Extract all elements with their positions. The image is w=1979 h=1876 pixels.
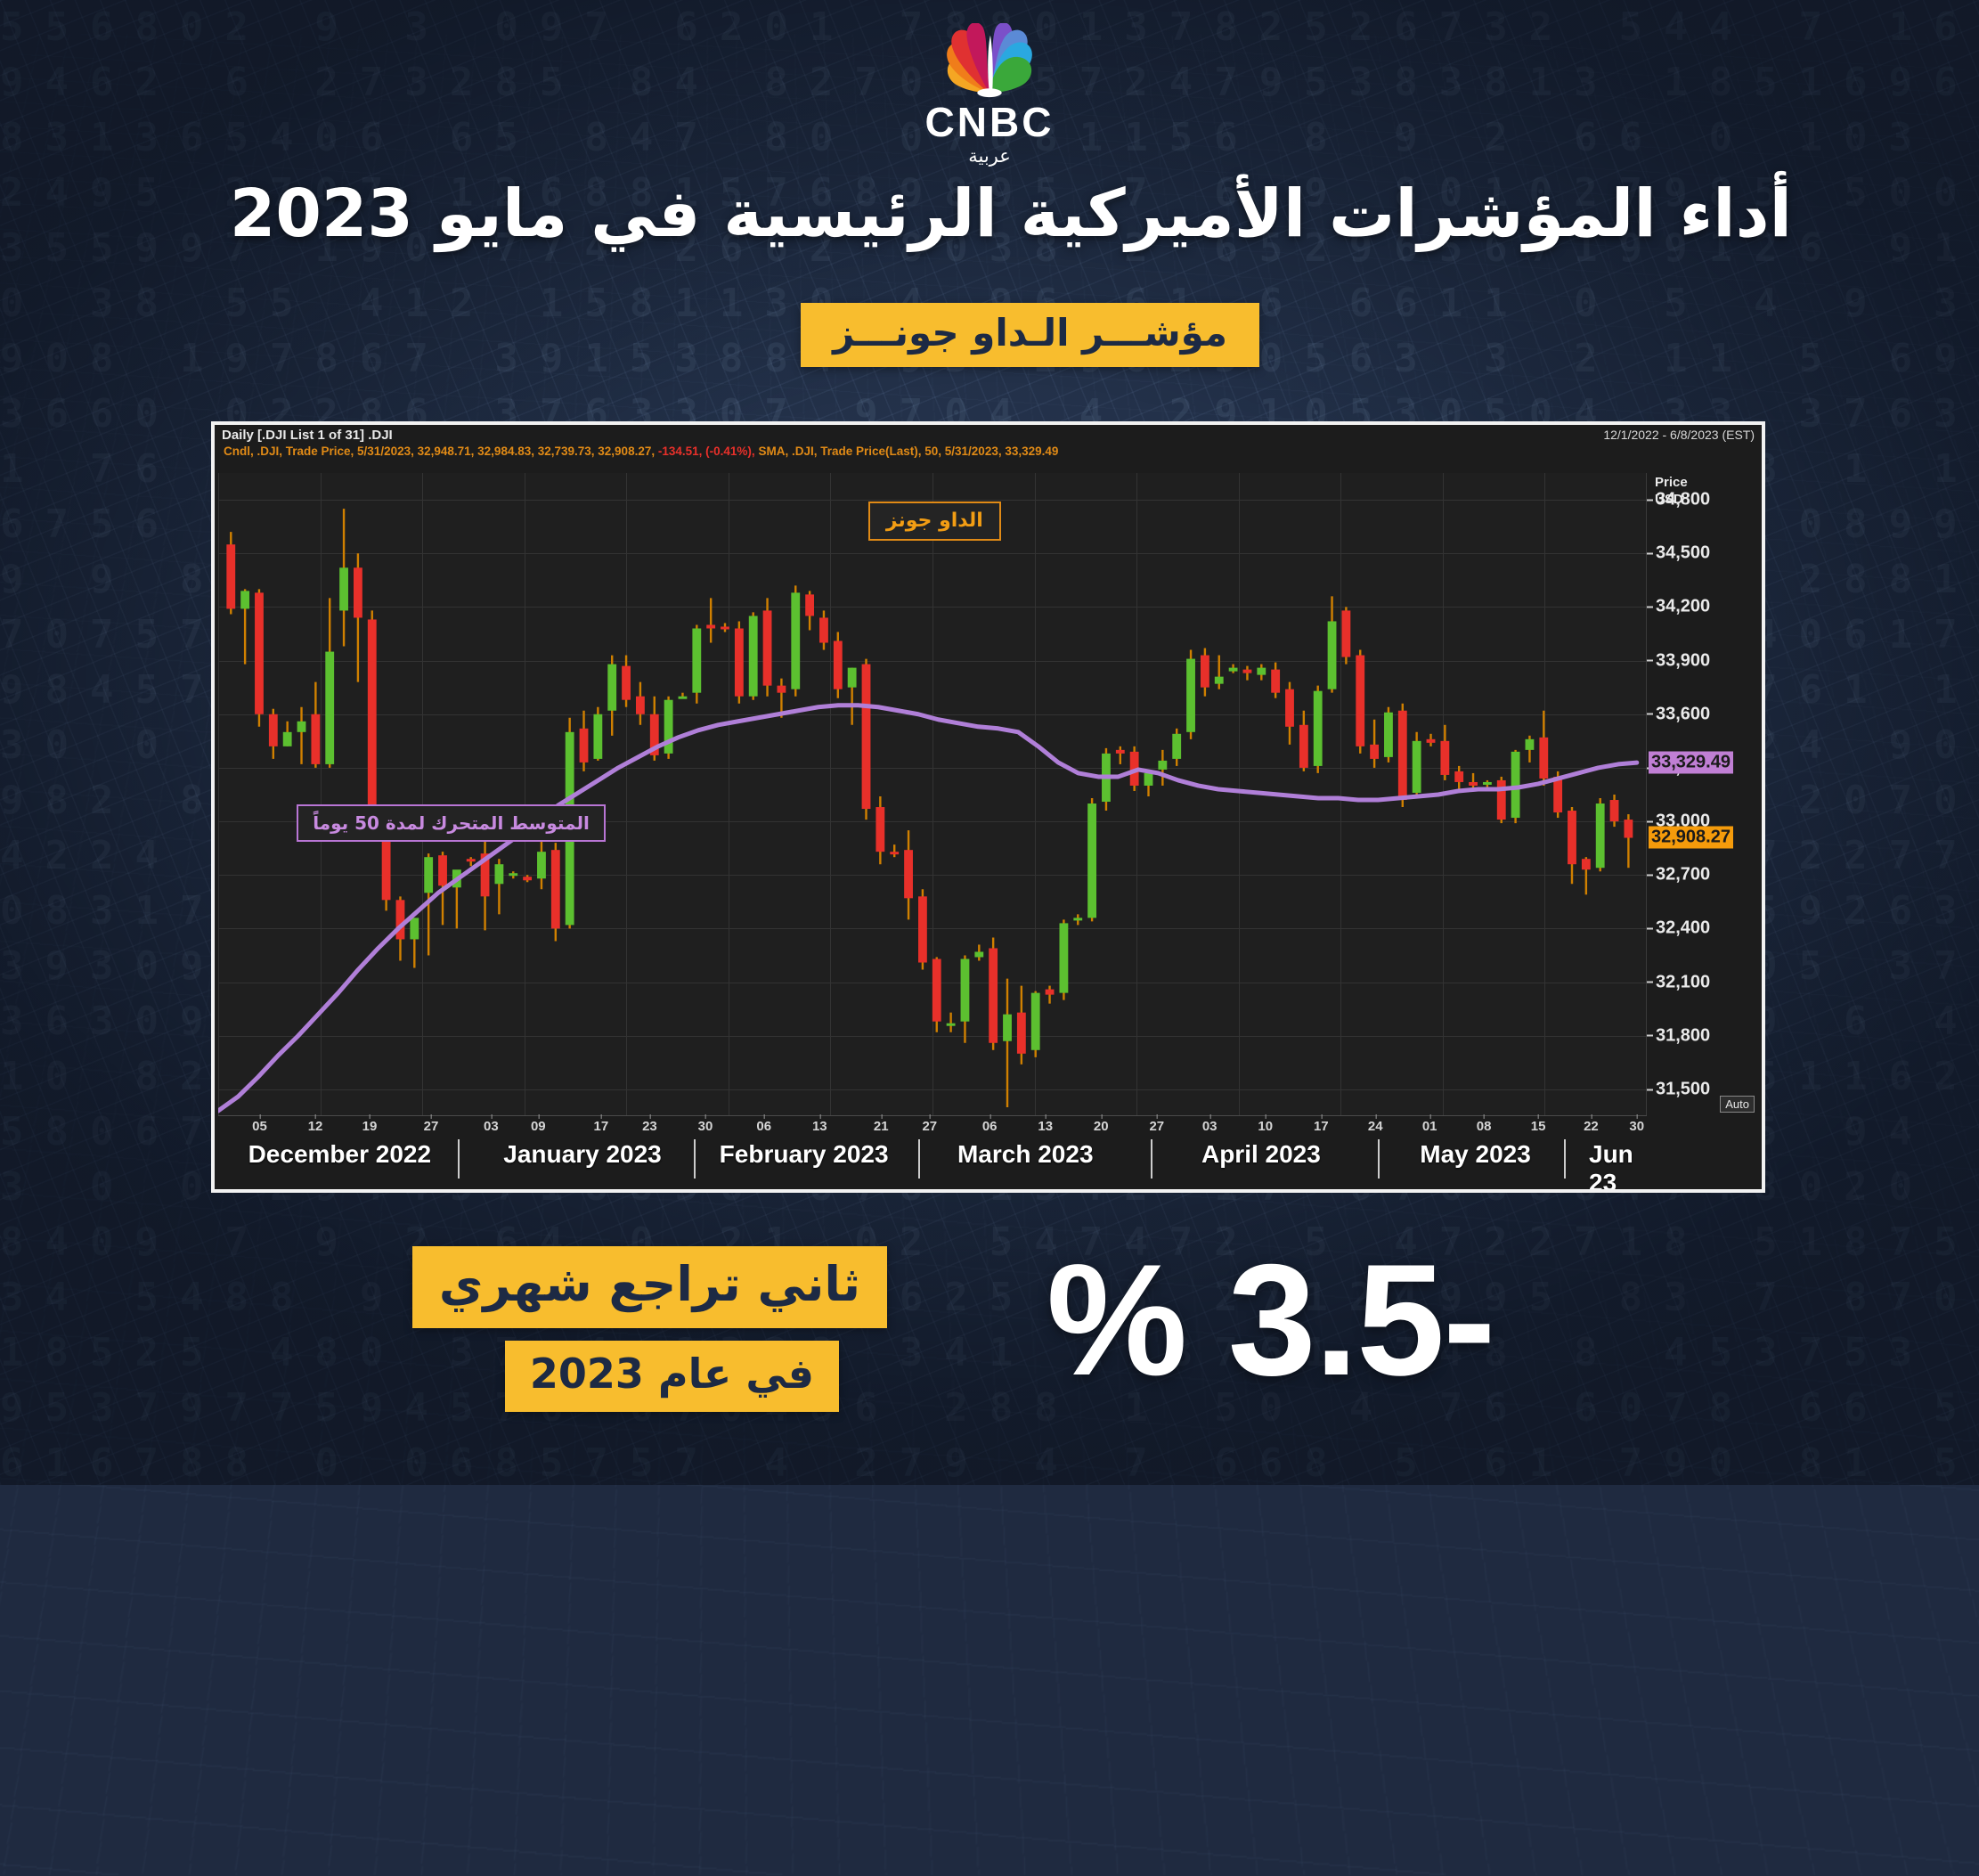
day-tick-label: 05 bbox=[252, 1114, 267, 1134]
chart-date-range: 12/1/2022 - 6/8/2023 (EST) bbox=[1603, 428, 1755, 442]
price-tick-label: 33,900 bbox=[1647, 650, 1710, 671]
month-separator bbox=[1563, 1139, 1566, 1179]
headline-percentage: % 3.5- bbox=[1047, 1231, 1495, 1408]
gridline-vertical bbox=[1034, 473, 1036, 1116]
day-tick-label: 06 bbox=[981, 1114, 998, 1134]
month-label: March 2023 bbox=[957, 1140, 1094, 1168]
price-axis-title-price: Price bbox=[1655, 475, 1688, 490]
auto-scale-badge[interactable]: Auto bbox=[1720, 1096, 1755, 1113]
time-axis: 05 12 19 27 03 09 17 23 30 06 13 21 27 06 13 20 27 03 10 17… bbox=[218, 1114, 1647, 1189]
cnbc-peacock-icon bbox=[947, 23, 1032, 98]
day-tick-label: 01 bbox=[1421, 1114, 1437, 1134]
legend-sma: SMA, .DJI, Trade Price(Last), 50, 5/31/2… bbox=[758, 445, 1059, 458]
gridline-vertical bbox=[932, 473, 933, 1116]
day-tick-label: 10 bbox=[1258, 1114, 1274, 1134]
gridline-vertical bbox=[626, 473, 628, 1116]
day-tick-label: 13 bbox=[811, 1114, 827, 1134]
month-separator bbox=[1151, 1139, 1153, 1179]
day-tick-label: 30 bbox=[1629, 1114, 1645, 1134]
day-tick-label: 13 bbox=[1038, 1114, 1054, 1134]
month-separator bbox=[1378, 1139, 1380, 1179]
annotation-dow-jones: الداو جونز bbox=[867, 502, 1001, 542]
chart-legend: Cndl, .DJI, Trade Price, 5/31/2023, 32,9… bbox=[215, 443, 1762, 461]
price-marker-sma: 33,329.49 bbox=[1649, 751, 1733, 774]
price-tick-label: 31,800 bbox=[1647, 1025, 1710, 1046]
day-tick-label: 06 bbox=[756, 1114, 772, 1134]
month-label: Jun 23 bbox=[1589, 1140, 1633, 1193]
day-tick-label: 17 bbox=[593, 1114, 609, 1134]
day-tick-label: 27 bbox=[1149, 1114, 1165, 1134]
price-axis: Price USD 31,500 31,800 32,100 32,400 32,700… bbox=[1646, 473, 1758, 1116]
chart-header-title: Daily [.DJI List 1 of 31] .DJI bbox=[222, 428, 393, 443]
gridline-vertical bbox=[422, 473, 424, 1116]
price-tick-label: 34,800 bbox=[1647, 490, 1710, 510]
price-tick-label: 33,600 bbox=[1647, 704, 1710, 724]
day-tick-label: 30 bbox=[697, 1114, 713, 1134]
gridline-vertical bbox=[1136, 473, 1138, 1116]
gridline-vertical bbox=[1340, 473, 1342, 1116]
annotation-moving-average: المتوسط المتحرك لمدة 50 يوماً bbox=[297, 803, 606, 842]
month-label: May 2023 bbox=[1420, 1140, 1531, 1168]
day-tick-label: 19 bbox=[362, 1114, 378, 1134]
footer-badge-primary: ثاني تراجع شهري bbox=[411, 1246, 887, 1328]
month-label: January 2023 bbox=[503, 1140, 662, 1168]
candlestick-series bbox=[218, 509, 1640, 1113]
day-tick-label: 17 bbox=[1313, 1114, 1329, 1134]
day-tick-label: 24 bbox=[1367, 1114, 1383, 1134]
price-tick-label: 32,700 bbox=[1647, 865, 1710, 885]
price-axis-title-usd: USD bbox=[1655, 492, 1683, 508]
chart-header: Daily [.DJI List 1 of 31] .DJI 12/1/2022… bbox=[215, 425, 1762, 443]
page-title: أداء المؤشرات الأميركية الرئيسية في مايو… bbox=[229, 175, 1792, 252]
gridline-vertical bbox=[1238, 473, 1240, 1116]
day-tick-label: 08 bbox=[1476, 1114, 1492, 1134]
day-tick-label: 03 bbox=[484, 1114, 499, 1134]
subtitle-badge: مؤشـــر الـداو جونـــز bbox=[801, 303, 1259, 367]
price-tick-label: 34,500 bbox=[1647, 543, 1710, 564]
day-tick-label: 22 bbox=[1584, 1114, 1599, 1134]
price-tick-label: 33,000 bbox=[1647, 812, 1710, 832]
price-marker-last: 32,908.27 bbox=[1649, 826, 1733, 849]
legend-quote: Cndl, .DJI, Trade Price, 5/31/2023, 32,9… bbox=[224, 445, 656, 458]
day-tick-label: 12 bbox=[307, 1114, 323, 1134]
day-tick-label: 03 bbox=[1201, 1114, 1218, 1134]
footer-badge-secondary: في عام 2023 bbox=[504, 1341, 839, 1412]
price-tick-label: 31,500 bbox=[1647, 1079, 1710, 1099]
month-label: December 2022 bbox=[248, 1140, 432, 1168]
cnbc-wordmark: CNBC bbox=[924, 99, 1055, 145]
legend-change: -134.51, (-0.41%), bbox=[657, 445, 755, 458]
cnbc-logo: CNBC عربية bbox=[0, 23, 1979, 167]
price-tick-label: 32,400 bbox=[1647, 918, 1710, 939]
month-label: February 2023 bbox=[719, 1140, 889, 1168]
stock-chart-panel[interactable]: Daily [.DJI List 1 of 31] .DJI 12/1/2022… bbox=[211, 421, 1765, 1193]
month-separator bbox=[694, 1139, 696, 1179]
gridline-vertical bbox=[320, 473, 322, 1116]
day-tick-label: 23 bbox=[642, 1114, 657, 1134]
day-tick-label: 27 bbox=[423, 1114, 439, 1134]
month-separator bbox=[917, 1139, 920, 1179]
day-tick-label: 15 bbox=[1530, 1114, 1546, 1134]
day-tick-label: 21 bbox=[873, 1114, 889, 1134]
gridline-vertical bbox=[218, 473, 219, 1116]
month-label: April 2023 bbox=[1201, 1140, 1321, 1168]
gridline-vertical bbox=[830, 473, 832, 1116]
day-tick-label: 20 bbox=[1093, 1114, 1109, 1134]
gridline-vertical bbox=[1544, 473, 1546, 1116]
price-tick-label: 34,200 bbox=[1647, 597, 1710, 617]
day-tick-label: 27 bbox=[922, 1114, 938, 1134]
price-tick-label: 32,100 bbox=[1647, 972, 1710, 992]
cnbc-arabic-wordmark: عربية bbox=[968, 145, 1011, 167]
chart-plot-area[interactable]: الداو جونز المتوسط المتحرك لمدة 50 يوماً… bbox=[218, 473, 1758, 1189]
day-tick-label: 09 bbox=[530, 1114, 546, 1134]
month-separator bbox=[458, 1139, 460, 1179]
chart-canvas[interactable]: الداو جونز المتوسط المتحرك لمدة 50 يوماً bbox=[218, 473, 1648, 1116]
